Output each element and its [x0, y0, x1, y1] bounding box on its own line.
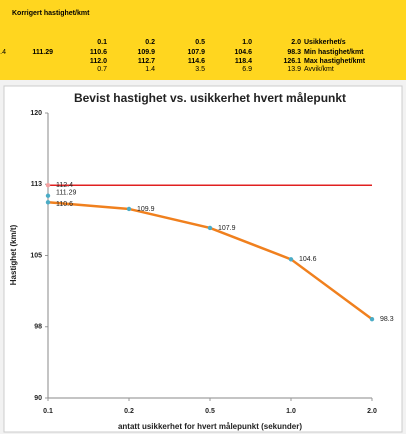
table-cell: Usikkerhet/s — [304, 39, 346, 46]
chart-frame — [3, 85, 403, 433]
table-cell: 112.7 — [137, 57, 155, 65]
y-tick-label: 120 — [30, 110, 42, 117]
table-cell: 110.6 — [89, 49, 107, 56]
table-cell: 98.3 — [287, 49, 301, 56]
table-cell: Min hastighet/kmt — [304, 49, 364, 56]
data-label: 110.6 — [56, 201, 73, 208]
marker-label: 111.29 — [56, 190, 76, 197]
data-point — [207, 225, 213, 231]
reference-label: 112.4 — [56, 182, 73, 189]
marker-point — [45, 193, 51, 198]
table-cell: 109.9 — [137, 49, 155, 56]
table-cell: 107.9 — [187, 49, 205, 56]
chart: Bevist hastighet vs. usikkerhet hvert må… — [3, 85, 403, 433]
y-tick-label: 90 — [34, 395, 42, 402]
table-cell: 0.7 — [97, 66, 107, 73]
table-cell: Avvik/kmt — [304, 66, 334, 73]
data-label: 104.6 — [299, 256, 317, 263]
table-cell: 1.4 — [145, 66, 155, 73]
table-cell: 104.6 — [234, 49, 252, 56]
table-cell: 2.0 — [291, 39, 301, 46]
x-tick-label: 0.1 — [43, 408, 53, 415]
reference-marker — [45, 183, 51, 188]
table-cell: 111.29 — [32, 49, 53, 56]
table-cell: 0.2 — [145, 39, 155, 46]
table-cell: 3.5 — [195, 66, 205, 73]
y-tick-label: 105 — [30, 252, 42, 259]
table-cell: 114.6 — [187, 57, 205, 65]
y-tick-label: 113 — [31, 181, 42, 188]
y-axis-label: Hastighet (km/t) — [9, 224, 18, 285]
table-cell: 0.1 — [97, 39, 107, 46]
data-point — [126, 206, 132, 212]
data-point — [369, 316, 375, 322]
table-cell: 6.9 — [242, 66, 252, 73]
table-area: Korrigert hastighet/kmt 2.4 111.29 0.1 0.2 0.… — [0, 0, 406, 80]
table-cell: 118.4 — [234, 57, 252, 65]
table-cell: 13.9 — [287, 66, 301, 73]
data-point — [288, 257, 294, 262]
data-label: 107.9 — [218, 225, 236, 232]
table-cell: 2.4 — [0, 49, 6, 56]
x-tick-label: 0.2 — [124, 408, 134, 415]
table-cell: Korrigert hastighet/kmt — [12, 10, 90, 17]
table-cell: 1.0 — [242, 39, 252, 46]
x-tick-label: 2.0 — [367, 408, 377, 415]
table-cell: 0.5 — [195, 39, 205, 46]
table-cell: 126.1 — [283, 57, 301, 65]
table-cell: Max hastighet/kmt — [304, 57, 366, 65]
x-tick-label: 0.5 — [205, 408, 215, 415]
y-tick-label: 98 — [34, 324, 42, 331]
data-label: 98.3 — [380, 316, 394, 323]
chart-title: Bevist hastighet vs. usikkerhet hvert må… — [74, 91, 346, 105]
table-cell: 112.0 — [89, 57, 107, 65]
data-point — [45, 200, 51, 205]
data-label: 109.9 — [137, 206, 155, 213]
x-tick-label: 1.0 — [286, 408, 296, 415]
x-axis-label: antatt usikkerhet for hvert målepunkt (s… — [118, 422, 302, 431]
